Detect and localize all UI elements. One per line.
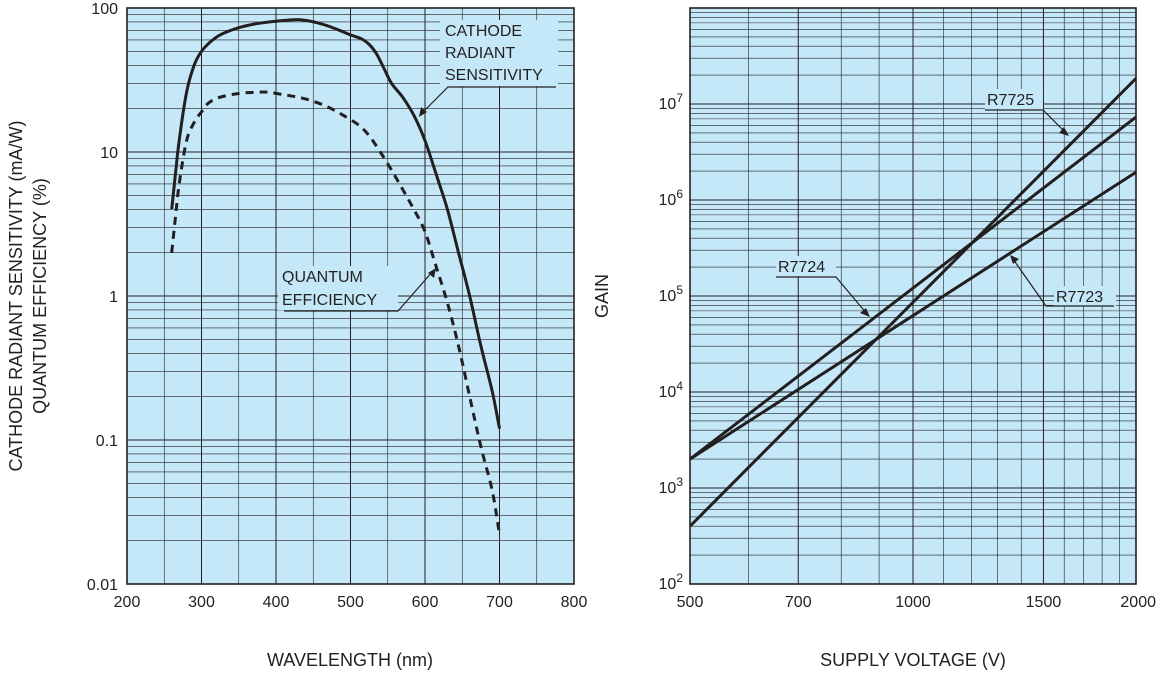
sensitivity-label-box bbox=[440, 20, 558, 86]
qe-leader-arrow bbox=[428, 268, 436, 278]
r7725-label: R7725 bbox=[987, 92, 1034, 109]
right-y-tick-label: 102 bbox=[659, 571, 684, 593]
r7723-leader-arrow bbox=[1010, 255, 1019, 264]
right-y-tick-label: 104 bbox=[659, 379, 684, 401]
sensitivity-leader-line bbox=[420, 86, 556, 115]
r7725-leader-line bbox=[985, 109, 1067, 134]
qe-label-line-2: EFFICIENCY bbox=[282, 292, 377, 309]
right-x-tick-labels: 500 700 1000 1500 2000 bbox=[677, 594, 1156, 611]
quantum-efficiency-curve bbox=[170, 90, 501, 535]
right-y-tick-labels: 102 103 104 105 106 107 bbox=[659, 91, 684, 593]
right-x-tick-label: 500 bbox=[677, 594, 704, 611]
gain-chart: 500 700 1000 1500 2000 102 103 104 105 106 107 R7… bbox=[592, 7, 1156, 670]
left-grid bbox=[127, 8, 574, 584]
sensitivity-chart: 200 300 400 500 600 700 800 0.01 0.1 1 10 100 CATH… bbox=[6, 1, 587, 670]
left-x-tick-label: 200 bbox=[114, 594, 141, 611]
r7725-label-box bbox=[985, 89, 1043, 109]
sensitivity-leader-arrow bbox=[419, 107, 427, 117]
r7724-label: R7724 bbox=[778, 259, 825, 276]
left-y-tick-label: 100 bbox=[91, 1, 118, 18]
right-grid bbox=[690, 8, 1136, 584]
right-y-tick-label: 103 bbox=[659, 475, 684, 497]
left-y-tick-label: 10 bbox=[100, 145, 118, 162]
qe-leader-line bbox=[284, 270, 434, 312]
r7723-label: R7723 bbox=[1056, 289, 1103, 306]
gain-line-r7723 bbox=[690, 170, 1136, 461]
right-x-tick-label: 1000 bbox=[895, 594, 931, 611]
r7725-leader-arrow bbox=[1059, 127, 1069, 136]
gain-line-r7725 bbox=[690, 77, 1136, 528]
gain-line-r7724 bbox=[690, 115, 1136, 461]
left-y-axis-label-line-1: CATHODE RADIANT SENSITIVITY (mA/W) bbox=[6, 120, 26, 471]
sensitivity-label-line-2: RADIANT bbox=[445, 45, 515, 62]
left-x-tick-label: 400 bbox=[263, 594, 290, 611]
left-x-tick-label: 300 bbox=[188, 594, 215, 611]
left-y-tick-label: 0.01 bbox=[87, 577, 118, 594]
sensitivity-label-line-1: CATHODE bbox=[445, 23, 522, 40]
right-y-tick-label: 107 bbox=[659, 91, 684, 113]
left-y-tick-label: 1 bbox=[109, 289, 118, 306]
r7724-label-box bbox=[776, 256, 836, 276]
left-plot-frame bbox=[126, 7, 575, 585]
left-x-tick-label: 700 bbox=[486, 594, 513, 611]
right-x-tick-label: 1500 bbox=[1026, 594, 1062, 611]
right-y-tick-label: 106 bbox=[659, 187, 684, 209]
left-x-tick-labels: 200 300 400 500 600 700 800 bbox=[114, 594, 588, 611]
right-x-axis-label: SUPPLY VOLTAGE (V) bbox=[820, 650, 1006, 670]
sensitivity-label-line-3: SENSITIVITY bbox=[445, 67, 543, 84]
sensitivity-curve bbox=[170, 18, 501, 429]
right-x-tick-label: 2000 bbox=[1120, 594, 1156, 611]
left-y-tick-labels: 0.01 0.1 1 10 100 bbox=[87, 1, 118, 594]
right-x-tick-label: 700 bbox=[785, 594, 812, 611]
right-plot-frame bbox=[689, 7, 1137, 585]
r7724-leader-arrow bbox=[860, 308, 870, 317]
left-x-tick-label: 500 bbox=[337, 594, 364, 611]
right-series bbox=[690, 77, 1136, 528]
qe-label-line-1: QUANTUM bbox=[282, 269, 363, 286]
left-y-axis-label-line-2: QUANTUM EFFICIENCY (%) bbox=[30, 178, 50, 414]
left-series bbox=[170, 18, 501, 535]
left-x-axis-label: WAVELENGTH (nm) bbox=[267, 650, 433, 670]
right-y-tick-label: 105 bbox=[659, 283, 684, 305]
r7724-leader-line bbox=[776, 276, 868, 315]
left-x-tick-label: 600 bbox=[412, 594, 439, 611]
right-y-axis-label: GAIN bbox=[592, 274, 612, 318]
left-x-tick-label: 800 bbox=[561, 594, 588, 611]
r7723-leader-line bbox=[1012, 258, 1114, 307]
left-y-tick-label: 0.1 bbox=[96, 433, 118, 450]
r7723-label-box bbox=[1054, 286, 1116, 306]
qe-label-box bbox=[278, 266, 398, 310]
